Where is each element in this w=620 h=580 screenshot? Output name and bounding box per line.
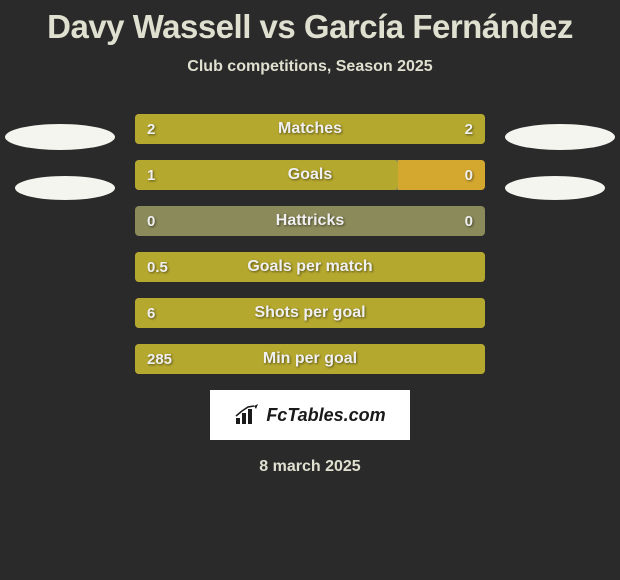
stat-row-min-per-goal: 285 Min per goal xyxy=(0,344,620,374)
footer-date: 8 march 2025 xyxy=(0,458,620,476)
stat-left-value: 0.5 xyxy=(147,259,168,276)
bar-track: 1 Goals 0 xyxy=(135,160,485,190)
stat-row-hattricks: 0 Hattricks 0 xyxy=(0,206,620,236)
bar-track: 0 Hattricks 0 xyxy=(135,206,485,236)
stat-label: Shots per goal xyxy=(254,304,365,322)
stat-right-value: 2 xyxy=(465,121,473,138)
stat-label: Matches xyxy=(278,120,342,138)
stat-left-value: 0 xyxy=(147,213,155,230)
stat-left-value: 285 xyxy=(147,351,172,368)
stat-right-value: 0 xyxy=(465,213,473,230)
stat-label: Min per goal xyxy=(263,350,357,368)
stat-left-value: 2 xyxy=(147,121,155,138)
fctables-logo[interactable]: FcTables.com xyxy=(210,390,410,440)
logo-text: FcTables.com xyxy=(266,405,385,426)
bar-track: 6 Shots per goal xyxy=(135,298,485,328)
stat-right-value: 0 xyxy=(465,167,473,184)
bar-track: 0.5 Goals per match xyxy=(135,252,485,282)
comparison-chart: 2 Matches 2 1 Goals 0 0 Hattricks 0 0.5 … xyxy=(0,114,620,374)
stat-label: Goals xyxy=(288,166,332,184)
stat-row-shots-per-goal: 6 Shots per goal xyxy=(0,298,620,328)
stat-label: Goals per match xyxy=(247,258,372,276)
stat-row-matches: 2 Matches 2 xyxy=(0,114,620,144)
stat-label: Hattricks xyxy=(276,212,344,230)
stat-left-value: 1 xyxy=(147,167,155,184)
stat-row-goals: 1 Goals 0 xyxy=(0,160,620,190)
bar-fill-left xyxy=(135,160,398,190)
bar-track: 2 Matches 2 xyxy=(135,114,485,144)
bar-track: 285 Min per goal xyxy=(135,344,485,374)
page-title: Davy Wassell vs García Fernández xyxy=(0,0,620,46)
stat-row-goals-per-match: 0.5 Goals per match xyxy=(0,252,620,282)
stat-left-value: 6 xyxy=(147,305,155,322)
page-subtitle: Club competitions, Season 2025 xyxy=(0,58,620,76)
chart-icon xyxy=(234,404,260,426)
